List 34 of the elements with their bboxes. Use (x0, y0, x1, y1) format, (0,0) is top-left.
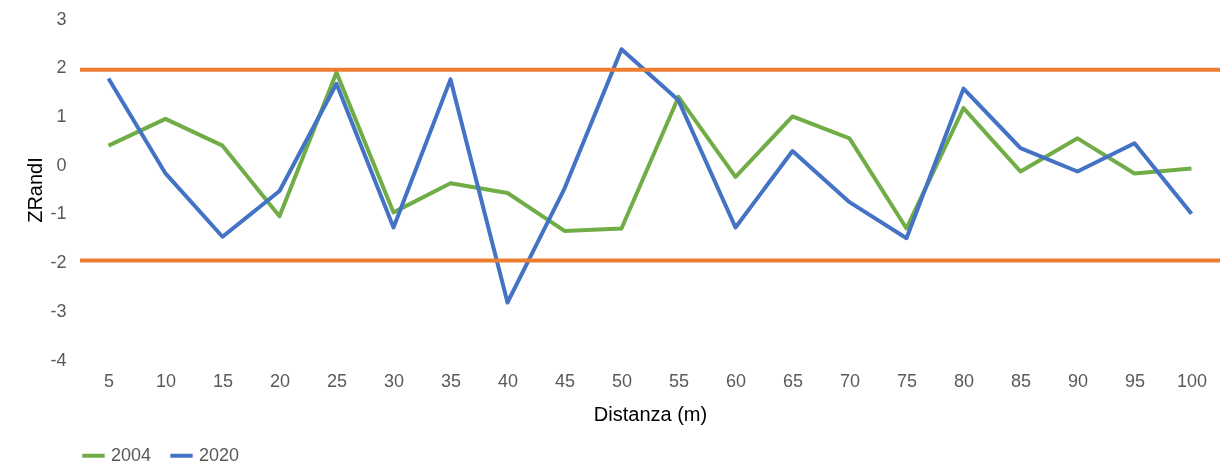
x-tick-label: 10 (155, 370, 177, 391)
x-tick-label: 35 (440, 370, 462, 391)
line-series (106, 70, 1194, 233)
x-tick-label: 15 (212, 370, 234, 391)
y-tick-label: 1 (56, 105, 67, 126)
x-tick-label: 45 (554, 370, 576, 391)
x-tick-label: 95 (1124, 370, 1146, 391)
y-tick-label: 3 (56, 8, 67, 29)
y-tick-label: -2 (50, 252, 67, 273)
x-tick-label: 90 (1067, 370, 1089, 391)
x-tick-label: 55 (668, 370, 690, 391)
legend-label: 2004 (111, 444, 152, 465)
x-tick-label: 65 (782, 370, 804, 391)
y-axis-title: ZRandI (24, 157, 47, 223)
x-tick-label: 5 (103, 370, 115, 391)
x-tick-label: 75 (896, 370, 918, 391)
x-tick-label: 85 (1010, 370, 1032, 391)
y-tick-label: -1 (50, 203, 67, 224)
x-tick-label: 60 (725, 370, 747, 391)
y-tick-label: 2 (56, 57, 67, 78)
x-axis-title: Distanza (m) (593, 402, 708, 425)
x-tick-label: 80 (953, 370, 975, 391)
y-tick-label: 0 (56, 154, 67, 175)
y-tick-label: -3 (50, 300, 67, 321)
x-tick-label: 70 (839, 370, 861, 391)
line-series (106, 47, 1194, 305)
legend-label: 2020 (199, 444, 240, 465)
x-tick-label: 50 (611, 370, 633, 391)
x-tick-label: 30 (383, 370, 405, 391)
x-tick-label: 25 (326, 370, 348, 391)
y-tick-label: -4 (50, 349, 67, 370)
x-tick-label: 40 (497, 370, 519, 391)
x-tick-label: 100 (1176, 370, 1208, 391)
x-tick-label: 20 (269, 370, 291, 391)
